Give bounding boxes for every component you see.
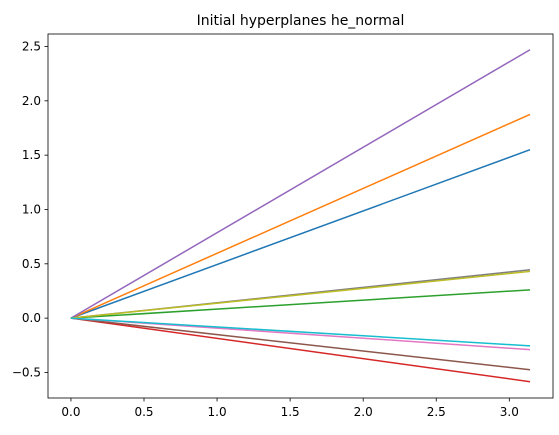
series-line-2 xyxy=(70,289,531,319)
y-tick-label: 2.5 xyxy=(22,39,41,53)
series-line-1 xyxy=(70,113,531,319)
series-line-4 xyxy=(70,49,531,319)
series-line-9 xyxy=(70,317,531,347)
x-tick-label: 1.5 xyxy=(281,405,300,419)
y-tick-label: 0.0 xyxy=(22,311,41,325)
x-tick-label: 2.5 xyxy=(427,405,446,419)
y-tick-label: 1.5 xyxy=(22,148,41,162)
x-tick-label: 0.0 xyxy=(61,405,80,419)
x-tick-label: 1.0 xyxy=(208,405,227,419)
plot-frame xyxy=(47,33,554,399)
y-axis: −0.5 0.0 0.5 1.0 1.5 2.0 2.5 xyxy=(12,39,48,379)
series-layer xyxy=(70,49,531,383)
x-tick-label: 2.0 xyxy=(354,405,373,419)
chart-title: Initial hyperplanes he_normal xyxy=(197,13,405,29)
y-tick-label: −0.5 xyxy=(12,365,41,379)
series-line-8 xyxy=(70,270,531,319)
x-axis: 0.0 0.5 1.0 1.5 2.0 2.5 3.0 xyxy=(61,398,519,419)
series-line-0 xyxy=(70,149,531,319)
series-line-5 xyxy=(70,317,531,371)
x-tick-label: 0.5 xyxy=(134,405,153,419)
y-tick-label: 1.0 xyxy=(22,202,41,216)
series-line-3 xyxy=(70,317,531,383)
y-tick-label: 2.0 xyxy=(22,94,41,108)
y-tick-label: 0.5 xyxy=(22,257,41,271)
x-tick-label: 3.0 xyxy=(500,405,519,419)
